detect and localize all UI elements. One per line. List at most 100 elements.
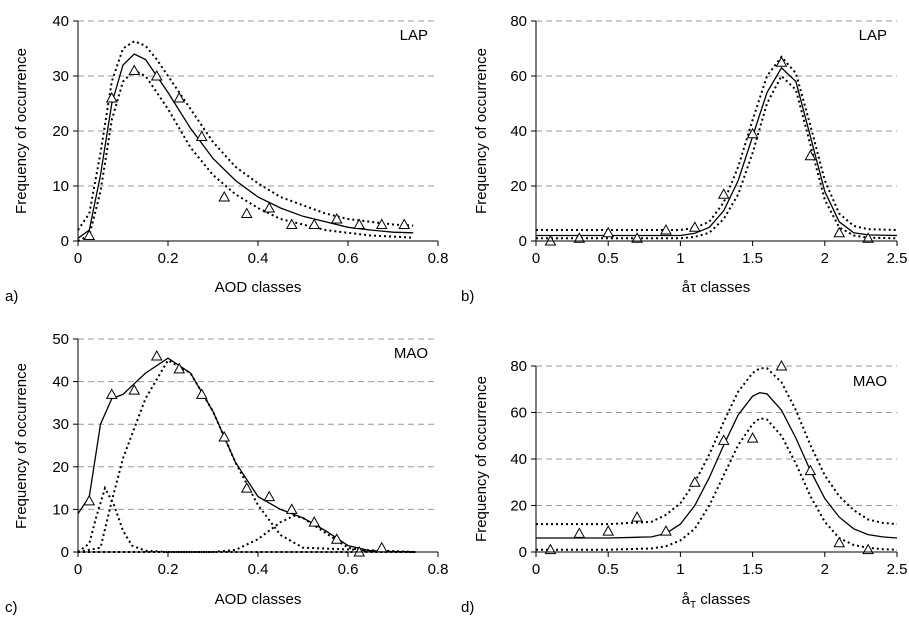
y-tick-label: 20 [510, 498, 527, 515]
panel-label: a) [5, 288, 18, 305]
data-point [83, 494, 96, 506]
data-point [263, 201, 276, 213]
data-point [660, 223, 672, 235]
y-tick-label: 0 [61, 233, 69, 250]
site-label: MAO [853, 373, 887, 390]
y-axis-label: Frequency of occurrence [13, 48, 30, 214]
data-point [544, 543, 557, 555]
data-point [862, 543, 874, 555]
data-point [83, 229, 96, 240]
x-tick-label: 0.4 [248, 250, 269, 267]
y-tick-label: 20 [52, 459, 69, 476]
data-point [353, 218, 366, 229]
data-point [746, 432, 759, 443]
y-tick-label: 0 [519, 233, 527, 250]
data-point [240, 482, 253, 493]
data-point [173, 362, 186, 374]
data-point [195, 388, 208, 399]
x-axis-label: AOD classes [215, 591, 302, 608]
data-point [631, 232, 643, 243]
confidence-curve [536, 55, 898, 231]
fit-curve [77, 357, 416, 553]
x-tick-label: 1 [676, 250, 684, 267]
data-point [330, 212, 343, 224]
x-tick-label: 0 [74, 250, 82, 267]
x-axis-label-rest: classes [696, 591, 750, 608]
data-point [128, 384, 141, 395]
y-axis-label: Frequency of occurrence [13, 363, 30, 529]
fit-curve [536, 66, 898, 237]
data-point [573, 527, 586, 538]
x-tick-label: 2 [821, 561, 829, 578]
panel-label: b) [461, 288, 474, 305]
x-tick-label: 1.5 [742, 561, 763, 578]
y-tick-label: 20 [510, 178, 527, 195]
x-tick-label: 2.5 [887, 250, 908, 267]
data-point [398, 218, 411, 229]
data-point [263, 490, 276, 502]
x-tick-label: 2 [821, 250, 829, 267]
data-point [862, 232, 874, 243]
x-tick-label: 0.5 [598, 250, 619, 267]
data-point [602, 525, 615, 536]
data-point [105, 91, 118, 103]
data-point [717, 188, 730, 199]
y-tick-label: 30 [52, 68, 69, 85]
data-point [285, 503, 298, 514]
y-tick-label: 60 [510, 68, 527, 85]
y-tick-label: 50 [52, 331, 69, 348]
data-point [105, 388, 118, 399]
data-point [308, 218, 321, 229]
data-point [195, 130, 208, 141]
x-tick-label: 0.2 [158, 561, 179, 578]
data-point [660, 525, 672, 536]
confidence-curve [77, 69, 414, 242]
confidence-curve [77, 485, 416, 553]
confidence-curve [536, 417, 898, 551]
x-tick-label: 1 [676, 561, 684, 578]
x-tick-label: 0.6 [338, 250, 359, 267]
x-tick-label: 0.8 [428, 250, 449, 267]
y-tick-label: 10 [52, 178, 69, 195]
panel-b: 0 20 40 60 80 0 0.5 1 1.5 2 2.5 LAP åτ classes Fre… [461, 13, 907, 305]
y-tick-label: 10 [52, 501, 69, 518]
panel-label: d) [461, 599, 474, 616]
data-point [150, 350, 163, 361]
y-tick-label: 80 [510, 13, 527, 30]
x-tick-label: 0.2 [158, 250, 179, 267]
site-label: LAP [859, 27, 887, 44]
data-point [688, 221, 701, 232]
y-tick-label: 40 [52, 374, 69, 391]
fit-curve [536, 392, 898, 539]
x-tick-label: 0 [74, 561, 82, 578]
data-point [218, 430, 231, 442]
y-axis-label: Frequency of occurrence [473, 376, 490, 542]
y-tick-label: 20 [52, 123, 69, 140]
data-point [150, 69, 163, 81]
x-axis-label: AOD classes [215, 279, 302, 296]
data-point [240, 207, 253, 218]
y-tick-label: 40 [510, 451, 527, 468]
data-point [775, 56, 788, 67]
data-point [631, 511, 643, 522]
y-tick-label: 30 [52, 416, 69, 433]
x-tick-label: 1.5 [742, 250, 763, 267]
x-tick-label: 0.6 [338, 561, 359, 578]
panel-label: c) [5, 599, 18, 616]
data-point [833, 226, 846, 238]
data-point [128, 64, 141, 75]
data-point [602, 226, 615, 238]
x-axis-label-main: å [682, 591, 691, 608]
site-label: MAO [394, 345, 428, 362]
data-point [330, 533, 343, 544]
x-axis-label-subscript: T [690, 600, 696, 611]
data-point [717, 434, 730, 445]
confidence-curve [77, 358, 416, 553]
data-point [688, 476, 701, 487]
data-point [804, 464, 817, 476]
y-tick-label: 0 [61, 544, 69, 561]
data-point [375, 218, 388, 229]
data-point [573, 232, 586, 243]
panel-a: 0 10 20 30 40 0 0.2 0.4 0.6 0.8 LAP AOD classes F… [5, 13, 448, 305]
